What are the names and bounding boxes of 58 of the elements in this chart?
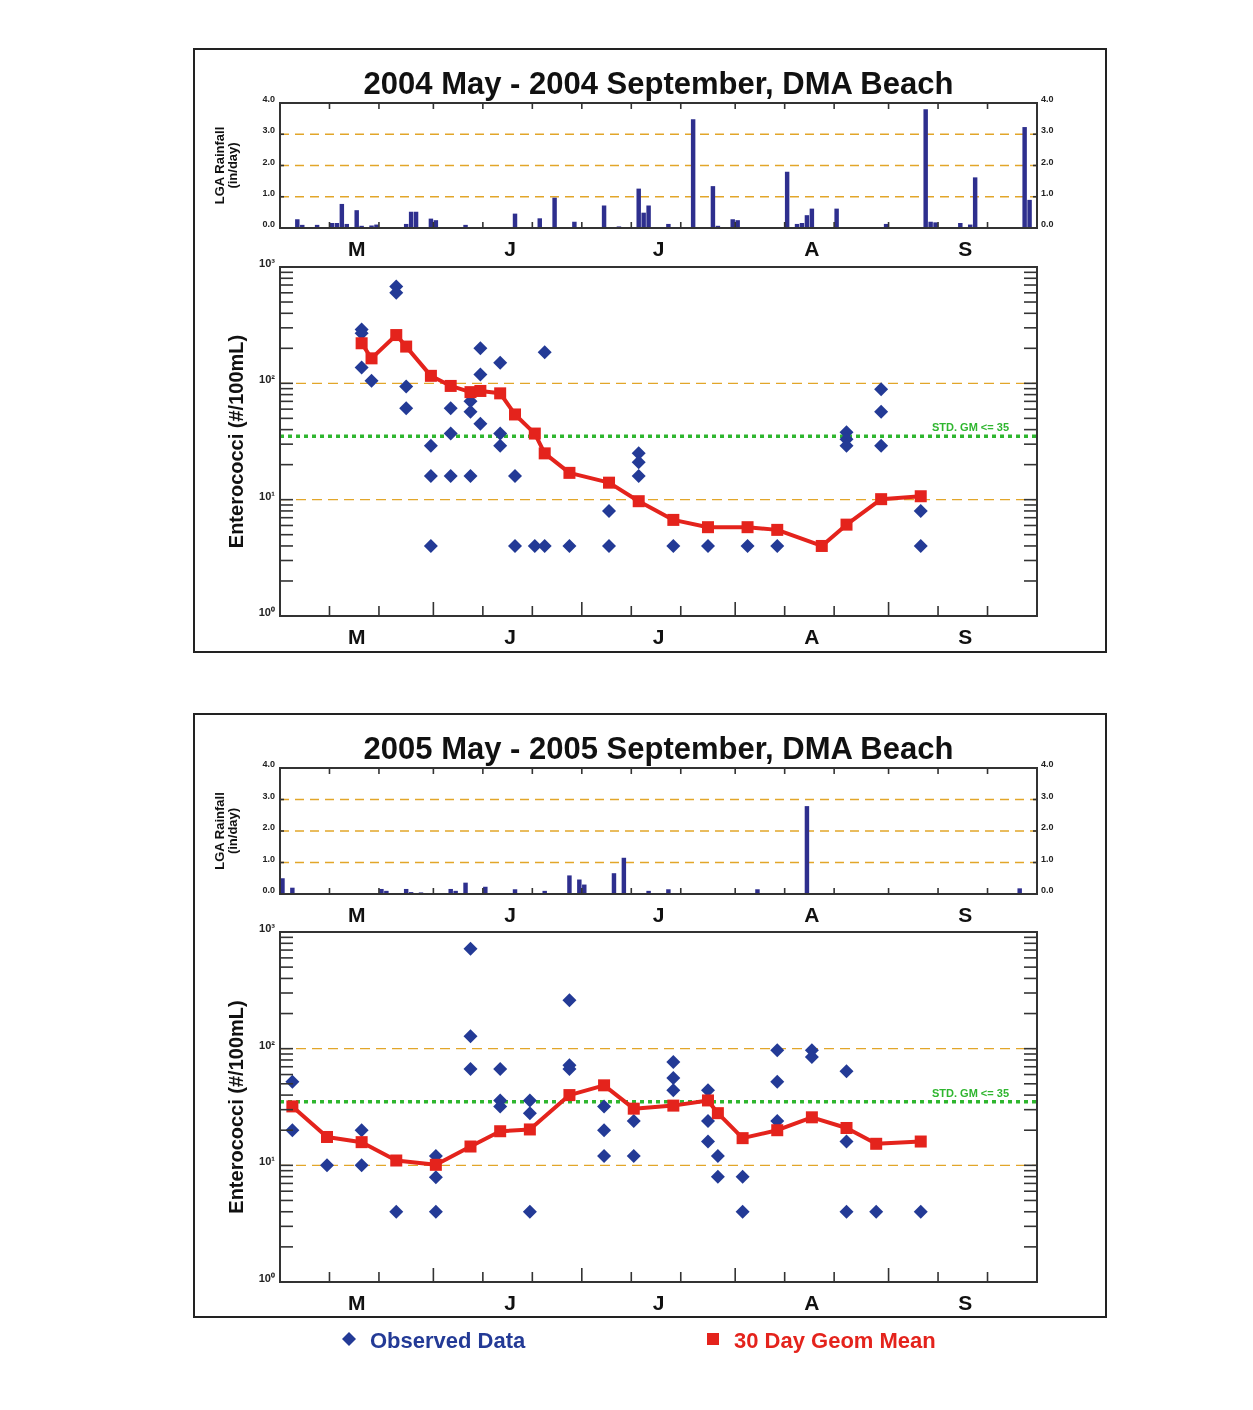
y-tick-label: 0.0 — [262, 885, 275, 895]
y-tick-label: 1.0 — [262, 187, 275, 198]
y-tick-label: 10¹ — [259, 1155, 276, 1168]
y2-tick-label: 2.0 — [1041, 156, 1054, 167]
x-tick-label: M — [347, 1291, 366, 1314]
y-tick-label: 10³ — [259, 922, 276, 934]
y-tick-label: 10² — [259, 1038, 276, 1051]
y-axis-title: Enterococci (#/100mL) — [225, 1000, 247, 1214]
y2-tick-label: 4.0 — [1041, 94, 1054, 104]
y2-tick-label: 3.0 — [1041, 790, 1054, 801]
y-tick-label: 10³ — [259, 257, 276, 269]
y-tick-label: 0.0 — [262, 219, 275, 229]
y-tick-label: 3.0 — [262, 125, 275, 136]
y-tick-label: 2.0 — [262, 822, 275, 832]
x-tick-label: A — [804, 625, 820, 648]
chart-title: 2005 May - 2005 September, DMA Beach — [363, 731, 954, 766]
y2-tick-label: 4.0 — [1041, 759, 1054, 769]
y2-tick-label: 1.0 — [1041, 187, 1054, 198]
ref-line-label: STD. GM <= 35 — [931, 421, 1009, 434]
y2-tick-label: 1.0 — [1041, 853, 1054, 864]
x-tick-label: J — [652, 237, 665, 260]
y-tick-label: 10¹ — [259, 489, 276, 502]
x-tick-label: A — [804, 1291, 820, 1314]
y2-tick-label: 0.0 — [1041, 219, 1054, 229]
x-tick-label: M — [347, 903, 366, 926]
y-tick-label: 10⁰ — [258, 1272, 275, 1284]
y2-tick-label: 0.0 — [1041, 885, 1054, 895]
y-tick-label: 4.0 — [262, 94, 275, 104]
x-tick-label: J — [504, 903, 516, 926]
legend-label: Observed Data — [370, 1328, 527, 1353]
x-tick-label: J — [504, 1291, 516, 1314]
y2-tick-label: 3.0 — [1041, 125, 1054, 136]
y-axis-title: LGA Rainfall (in/day) — [211, 126, 240, 205]
chart-title: 2004 May - 2004 September, DMA Beach — [363, 66, 954, 101]
x-tick-label: J — [504, 625, 516, 648]
x-tick-label: S — [958, 237, 973, 260]
y-tick-label: 10² — [259, 373, 276, 386]
ref-line-label: STD. GM <= 35 — [931, 1086, 1009, 1099]
x-tick-label: A — [804, 903, 820, 926]
legend-label: 30 Day Geom Mean — [734, 1328, 936, 1353]
x-tick-label: J — [652, 903, 665, 926]
x-tick-label: S — [958, 625, 973, 648]
x-tick-label: M — [347, 237, 366, 260]
y-tick-label: 4.0 — [262, 759, 275, 769]
y-tick-label: 2.0 — [262, 156, 275, 167]
x-tick-label: S — [958, 1291, 973, 1314]
y-tick-label: 1.0 — [262, 853, 275, 864]
y-tick-label: 3.0 — [262, 790, 275, 801]
x-tick-label: J — [652, 1291, 665, 1314]
x-tick-label: J — [504, 237, 516, 260]
x-tick-label: S — [958, 903, 973, 926]
y2-tick-label: 2.0 — [1041, 822, 1054, 832]
x-tick-label: J — [652, 625, 665, 648]
x-tick-label: M — [347, 625, 366, 648]
y-axis-title: LGA Rainfall (in/day) — [211, 792, 240, 870]
y-axis-title: Enterococci (#/100mL) — [225, 334, 247, 549]
x-tick-label: A — [804, 237, 820, 260]
y-tick-label: 10⁰ — [258, 606, 275, 618]
